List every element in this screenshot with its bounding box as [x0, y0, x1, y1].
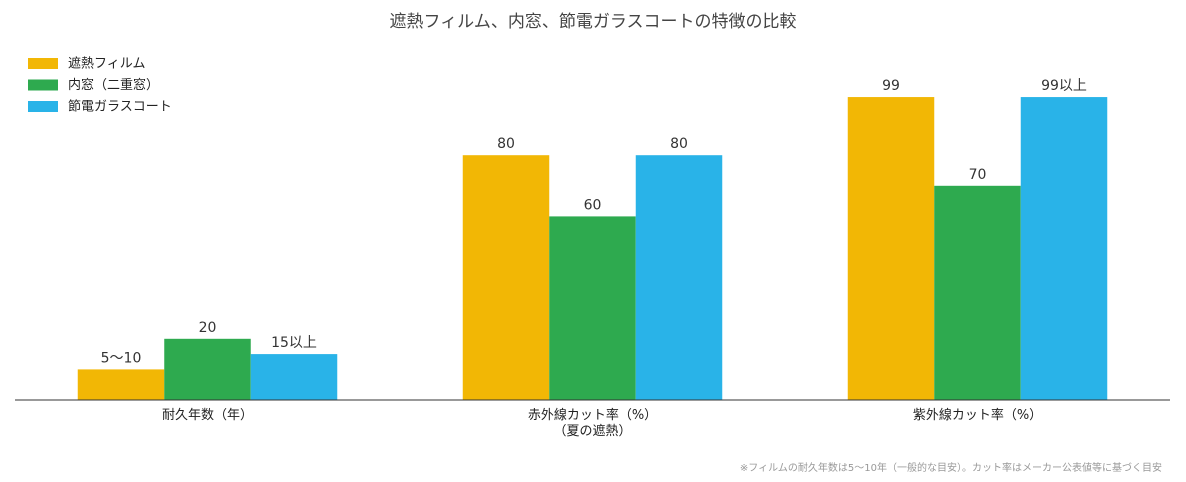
data-label: 60 — [584, 197, 602, 213]
chart-title: 遮熱フィルム、内窓、節電ガラスコートの特徴の比較 — [390, 12, 797, 32]
bar — [164, 338, 251, 400]
bar — [1020, 97, 1108, 400]
x-tick-label: 耐久年数（年） — [161, 408, 253, 423]
bar — [549, 216, 636, 400]
legend-swatch — [28, 58, 58, 69]
bar — [77, 369, 165, 400]
data-label: 20 — [199, 320, 217, 336]
legend-swatch — [28, 79, 58, 91]
data-label: 80 — [497, 136, 515, 152]
x-tick-label: 赤外線カット率（%） （夏の遮熱） — [527, 408, 658, 439]
bar — [934, 185, 1021, 400]
data-label: 70 — [969, 167, 987, 183]
bar — [462, 155, 550, 400]
x-tick-label: 紫外線カット率（%） — [912, 408, 1043, 423]
footnote: ※フィルムの耐久年数は5〜10年（一般的な目安）。カット率はメーカー公表値等に基… — [740, 461, 1162, 474]
legend-label: 節電ガラスコート — [68, 100, 172, 115]
bar — [635, 155, 723, 400]
legend-label: 遮熱フィルム — [68, 56, 145, 72]
legend-swatch — [28, 101, 58, 112]
data-label: 5〜10 — [101, 350, 142, 366]
data-label: 80 — [670, 136, 688, 152]
data-label: 99以上 — [1041, 78, 1087, 94]
data-label: 99 — [882, 78, 900, 94]
data-label: 15以上 — [271, 335, 317, 351]
legend-label: 内窓（二重窓） — [68, 77, 159, 93]
bar — [847, 97, 935, 400]
bar — [250, 354, 338, 400]
